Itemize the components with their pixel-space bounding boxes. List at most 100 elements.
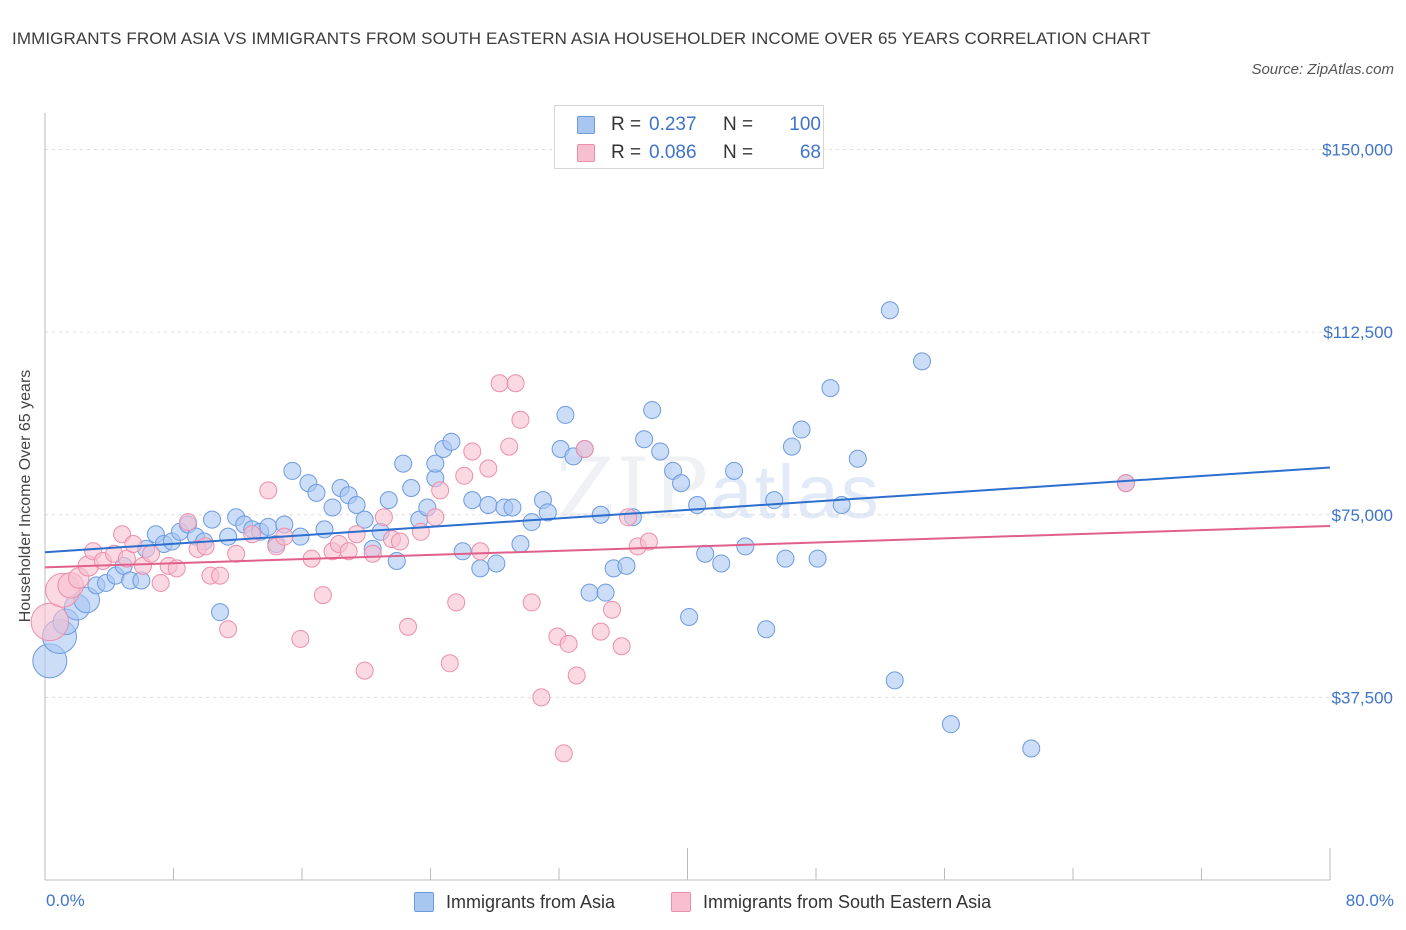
asia-point [725, 461, 744, 480]
se-asia-point [500, 437, 519, 456]
asia-point [1022, 739, 1041, 758]
asia-point [355, 510, 374, 529]
legend-n-label: N = [723, 114, 754, 135]
se-asia-point [355, 661, 374, 680]
asia-point [402, 478, 421, 497]
se-asia-point [374, 508, 393, 527]
y-tick-label: $112,500 [1323, 323, 1393, 342]
se-asia-point [532, 688, 551, 707]
asia-point [522, 513, 541, 532]
se-asia-point [567, 666, 586, 685]
se-asia-point [30, 602, 70, 642]
se-asia-point [339, 542, 358, 561]
se-asia-point [554, 744, 573, 763]
asia-point [885, 671, 904, 690]
series-legend-label-se-asia: Immigrants from South Eastern Asia [703, 892, 992, 912]
se-asia-point [291, 629, 310, 648]
asia-point [880, 301, 899, 320]
se-asia-point [440, 654, 459, 673]
se-asia-point [575, 440, 594, 459]
se-asia-point [1117, 474, 1136, 493]
se-asia-point [363, 544, 382, 563]
legend-n-value: 100 [789, 114, 821, 135]
se-asia-point [612, 637, 631, 656]
asia-point [211, 603, 230, 622]
asia-point [651, 442, 670, 461]
se-asia-point [455, 466, 474, 485]
se-asia-point [313, 586, 332, 605]
asia-point [315, 520, 334, 539]
asia-trend-line [44, 466, 1331, 554]
legend-swatch-asia [577, 116, 595, 134]
legend-n-label: N = [723, 142, 754, 163]
asia-point [283, 461, 302, 480]
asia-point [821, 379, 840, 398]
asia-point [487, 554, 506, 573]
se-asia-point [347, 525, 366, 544]
asia-point [503, 498, 522, 517]
asia-point [643, 401, 662, 420]
asia-point [696, 544, 715, 563]
series-legend-swatch-se-asia [671, 892, 691, 912]
se-asia-point [447, 593, 466, 612]
y-tick-label: $75,000 [1332, 506, 1393, 525]
asia-point [913, 352, 932, 371]
asia-point [672, 474, 691, 493]
asia-point [808, 549, 827, 568]
se-asia-point [227, 544, 246, 563]
asia-point [792, 420, 811, 439]
x-tick-label-min: 0.0% [46, 891, 85, 910]
se-asia-point [211, 566, 230, 585]
series-legend-label-asia: Immigrants from Asia [446, 892, 616, 912]
asia-point [556, 405, 575, 424]
se-asia-point [399, 617, 418, 636]
asia-point [453, 542, 472, 561]
se-asia-point [522, 593, 541, 612]
series-legend-swatch-asia [414, 892, 434, 912]
asia-point [379, 491, 398, 510]
series-legend: Immigrants from Asia Immigrants from Sou… [0, 889, 1406, 915]
asia-point [941, 715, 960, 734]
asia-point [596, 583, 615, 602]
asia-point [307, 483, 326, 502]
correlation-legend: R = 0.237 N = 100 R = 0.086 N = 68 [554, 105, 824, 169]
se-asia-point [178, 513, 197, 532]
se-asia-point [603, 600, 622, 619]
asia-point [617, 556, 636, 575]
se-asia-point [619, 508, 638, 527]
se-asia-point [151, 573, 170, 592]
legend-r-value: 0.237 [649, 114, 697, 135]
legend-swatch-se-asia [577, 144, 595, 162]
chart-title: IMMIGRANTS FROM ASIA VS IMMIGRANTS FROM … [12, 29, 1151, 48]
asia-point [765, 491, 784, 510]
asia-point [538, 503, 557, 522]
se-asia-point [479, 459, 498, 478]
se-asia-point [490, 374, 509, 393]
se-asia-trend-line [44, 524, 1331, 569]
legend-n-value: 68 [799, 142, 821, 163]
legend-r-value: 0.086 [649, 142, 697, 163]
se-asia-point [390, 532, 409, 551]
x-tick-label-max: 80.0% [1345, 891, 1394, 910]
asia-point [680, 608, 699, 627]
asia-point [848, 449, 867, 468]
se-asia-point [243, 525, 262, 544]
se-asia-point [259, 481, 278, 500]
se-asia-point [142, 544, 161, 563]
source-label: Source: ZipAtlas.com [1251, 61, 1394, 78]
asia-point [782, 437, 801, 456]
asia-point [757, 620, 776, 639]
y-tick-label: $37,500 [1332, 688, 1393, 707]
se-asia-point [426, 508, 445, 527]
legend-r-label: R = [611, 114, 642, 135]
y-tick-label: $150,000 [1322, 141, 1393, 160]
legend-r-label: R = [611, 142, 642, 163]
asia-point [219, 527, 238, 546]
asia-point [712, 554, 731, 573]
asia-point [471, 559, 490, 578]
asia-point [259, 517, 278, 536]
se-asia-point [219, 620, 238, 639]
asia-point [463, 491, 482, 510]
asia-point [394, 454, 413, 473]
